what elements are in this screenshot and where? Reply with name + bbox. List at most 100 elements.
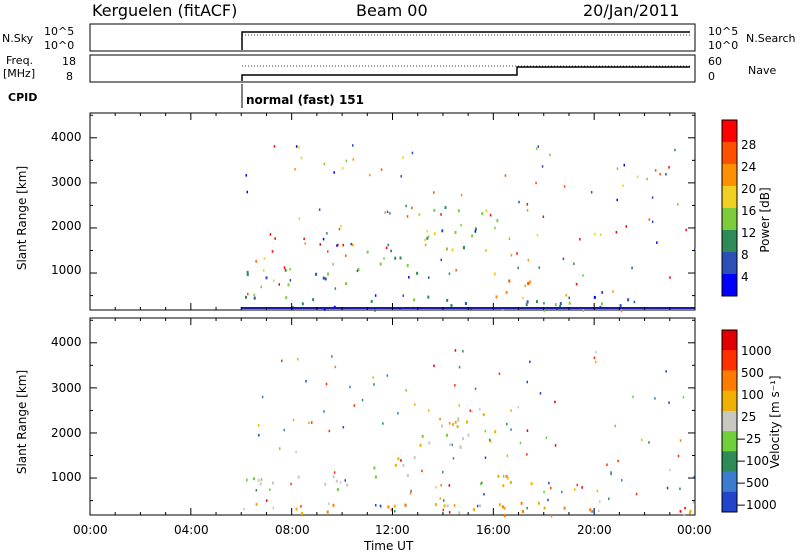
data-cell: [390, 508, 393, 512]
data-cell: [665, 173, 667, 176]
data-cell: [442, 508, 444, 512]
data-cell: [617, 459, 619, 463]
data-cell: [332, 503, 335, 507]
data-cell: [441, 229, 444, 233]
data-cell: [451, 443, 453, 447]
data-cell: [677, 203, 679, 206]
data-cell: [526, 453, 528, 456]
data-cell: [590, 191, 593, 194]
data-cell: [559, 304, 562, 308]
data-cell: [300, 505, 302, 508]
data-cell: [526, 300, 529, 304]
data-cell: [684, 506, 686, 510]
data-cell: [654, 169, 657, 172]
data-cell: [245, 295, 247, 299]
data-cell: [245, 174, 247, 177]
data-cell: [441, 424, 443, 428]
xtick-1600: 16:00: [476, 523, 511, 537]
data-cell: [456, 425, 459, 429]
data-cell: [471, 410, 473, 413]
data-cell: [501, 308, 504, 311]
data-cell: [497, 474, 500, 478]
data-cell: [669, 468, 671, 472]
data-cell: [253, 477, 255, 481]
nsky-tick-top: 10^5: [44, 25, 75, 38]
data-cell: [315, 272, 318, 276]
data-cell: [483, 493, 485, 496]
data-cell: [433, 364, 435, 368]
colorbar-swatch: [722, 230, 737, 253]
data-cell: [443, 504, 446, 508]
data-cell: [295, 507, 298, 511]
data-cell: [563, 185, 566, 188]
data-cell: [694, 247, 696, 250]
data-cell: [529, 360, 531, 364]
data-cell: [424, 243, 427, 247]
data-cell: [462, 437, 464, 441]
data-cell: [459, 445, 462, 449]
data-cell: [547, 498, 549, 502]
power-cb-tick-24: 24: [741, 160, 757, 174]
data-cell: [595, 360, 597, 364]
vel-cb-tick-500: 500: [741, 366, 764, 380]
data-cell: [245, 479, 248, 483]
data-cell: [457, 418, 460, 422]
data-cell: [279, 447, 281, 450]
data-cell: [517, 266, 519, 270]
data-cell: [593, 295, 596, 299]
power-data-layer: [241, 144, 696, 313]
data-cell: [651, 220, 654, 224]
data-cell: [370, 299, 373, 303]
power-cb-tick-12: 12: [741, 226, 757, 240]
data-cell: [648, 441, 650, 444]
nsearch-tick-bottom: 10^0: [708, 39, 739, 52]
data-cell: [489, 213, 492, 217]
data-cell: [295, 450, 297, 454]
data-cell: [427, 235, 430, 238]
data-cell: [402, 156, 404, 159]
data-cell: [510, 428, 512, 431]
data-cell: [516, 252, 518, 255]
data-cell: [247, 292, 249, 296]
data-cell: [333, 171, 335, 174]
colorbar-swatch: [722, 431, 737, 452]
data-cell: [665, 370, 667, 373]
data-cell: [625, 225, 627, 228]
data-cell: [535, 147, 538, 151]
data-cell: [457, 417, 460, 421]
data-cell: [301, 512, 303, 515]
data-cell: [339, 481, 342, 484]
data-cell: [322, 276, 325, 280]
power-cb-tick-4: 4: [741, 270, 749, 284]
data-cell: [457, 209, 460, 213]
data-cell: [576, 483, 578, 487]
data-cell: [669, 276, 671, 279]
axis-ticks: [89, 113, 696, 515]
data-cell: [568, 301, 571, 305]
data-cell: [375, 504, 377, 507]
data-cell: [633, 300, 636, 304]
data-cell: [535, 181, 537, 185]
vel-ylabel: Slant Range [km]: [15, 369, 29, 475]
data-cell: [373, 383, 375, 386]
data-cell: [495, 295, 498, 299]
data-cell: [507, 477, 509, 480]
nsky-trace: [241, 31, 690, 50]
data-cell: [517, 405, 520, 409]
data-cell: [287, 283, 290, 287]
data-cell: [265, 276, 268, 280]
data-cell: [466, 420, 468, 424]
data-cell: [255, 489, 258, 492]
data-cell: [269, 488, 271, 491]
nsky-tick-bottom: 10^0: [44, 39, 75, 52]
data-cell: [285, 296, 288, 300]
data-cell: [543, 309, 545, 313]
data-cell: [427, 295, 430, 299]
data-cell: [519, 441, 522, 445]
data-cell: [397, 457, 400, 461]
data-cell: [467, 433, 470, 437]
vel-cb-tick-neg500: −500: [736, 476, 769, 490]
data-cell: [336, 244, 338, 247]
data-cell: [257, 424, 260, 427]
data-cell: [693, 475, 695, 479]
